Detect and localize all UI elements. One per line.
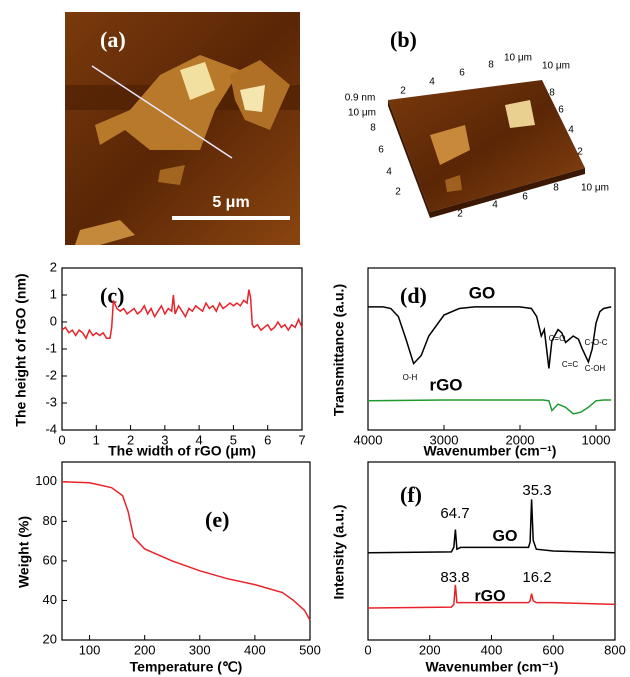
annotation: C=C xyxy=(562,360,578,369)
series-label: rGO xyxy=(429,375,462,394)
x-axis-label: Temperature (℃) xyxy=(130,659,243,675)
series-label: GO xyxy=(469,283,495,302)
afm-axis-label: 8 xyxy=(549,88,555,99)
plot-frame xyxy=(62,268,302,430)
panel-label: (b) xyxy=(390,27,417,52)
plot-frame xyxy=(62,462,310,640)
afm-axis-label: 2 xyxy=(457,209,463,220)
y-axis-label: Intensity (a.u.) xyxy=(331,505,347,600)
y-tick-label: -1 xyxy=(45,340,57,355)
annotation: 16.2 xyxy=(522,569,551,586)
panel-label: (a) xyxy=(100,27,126,52)
y-tick-label: 1 xyxy=(50,286,57,301)
afm-axis-label: 4 xyxy=(429,77,435,88)
data-line xyxy=(368,499,615,552)
afm-axis-label: 10 μm xyxy=(504,53,532,64)
figure: (a) 5 μm (b) 0.9 nm 10 μm 10 μm 10 μm 10 μm 2… xyxy=(0,0,630,677)
x-tick-label: 1000 xyxy=(582,432,611,447)
x-tick-label: 0 xyxy=(58,432,65,447)
x-tick-label: 500 xyxy=(299,642,321,657)
y-axis-label: Transmittance (a.u.) xyxy=(331,284,347,416)
afm-axis-label: 10 μm xyxy=(542,61,570,72)
y-tick-label: 20 xyxy=(43,631,57,646)
y-tick-label: -3 xyxy=(45,394,57,409)
panel-label: (f) xyxy=(400,482,422,507)
afm-axis-label: 10 μm xyxy=(581,183,609,194)
x-tick-label: 400 xyxy=(244,642,266,657)
x-tick-label: 100 xyxy=(79,642,101,657)
afm-axis-label: 6 xyxy=(378,145,384,156)
afm-axis-label: 4 xyxy=(568,125,574,136)
x-tick-label: 200 xyxy=(419,642,441,657)
x-tick-label: 600 xyxy=(542,642,564,657)
y-tick-label: 40 xyxy=(43,592,57,607)
series-label: GO xyxy=(493,528,518,545)
afm-axis-label: 0.9 nm xyxy=(345,93,376,104)
annotation: C-OH xyxy=(585,364,606,373)
panel-label: (d) xyxy=(400,283,427,308)
panel-label: (c) xyxy=(100,283,124,308)
annotation: 83.8 xyxy=(440,569,469,586)
x-tick-label: 800 xyxy=(604,642,626,657)
afm-axis-label: 4 xyxy=(386,167,392,178)
annotation: 35.3 xyxy=(522,482,551,499)
afm-axis-label: 8 xyxy=(370,123,376,134)
x-axis-label: Wavenumber (cm⁻¹) xyxy=(424,443,557,459)
data-line xyxy=(62,482,310,620)
afm-axis-label: 2 xyxy=(400,86,406,97)
x-tick-label: 1 xyxy=(93,432,100,447)
afm-axis-label: 2 xyxy=(395,187,401,198)
x-axis-label: The width of rGO (μm) xyxy=(108,443,256,459)
annotation: C=O xyxy=(549,334,566,343)
y-tick-label: 0 xyxy=(50,313,57,328)
annotation: C-O-C xyxy=(584,338,607,347)
x-axis-label: Wavenumber (cm⁻¹) xyxy=(426,659,559,675)
y-axis-label: The height of rGO (nm) xyxy=(13,273,29,426)
y-tick-label: 100 xyxy=(35,473,57,488)
afm-axis-label: 4 xyxy=(492,200,498,211)
afm-axis-label: 6 xyxy=(558,105,564,116)
y-tick-label: 2 xyxy=(50,259,57,274)
annotation: 64.7 xyxy=(440,505,469,522)
scale-bar-label: 5 μm xyxy=(212,194,249,211)
x-tick-label: 4000 xyxy=(354,432,383,447)
x-tick-label: 300 xyxy=(189,642,211,657)
x-tick-label: 7 xyxy=(298,432,305,447)
afm-axis-label: 6 xyxy=(522,192,528,203)
afm-axis-label: 2 xyxy=(577,147,583,158)
series-label: rGO xyxy=(474,588,505,605)
x-tick-label: 0 xyxy=(364,642,371,657)
afm-axis-label: 10 μm xyxy=(348,108,376,119)
afm-axis-label: 6 xyxy=(459,68,465,79)
panel-label: (e) xyxy=(205,507,229,532)
annotation: O-H xyxy=(403,373,418,382)
y-tick-label: -2 xyxy=(45,367,57,382)
y-tick-label: 60 xyxy=(43,552,57,567)
y-axis-label: Weight (%) xyxy=(16,516,32,588)
y-tick-label: 80 xyxy=(43,513,57,528)
afm-axis-label: 8 xyxy=(553,183,559,194)
data-line xyxy=(62,290,302,339)
data-line xyxy=(368,400,611,414)
afm-image: (a) 5 μm xyxy=(65,12,300,245)
afm-axis-label: 8 xyxy=(488,60,494,71)
x-tick-label: 6 xyxy=(264,432,271,447)
y-tick-label: -4 xyxy=(45,421,57,436)
x-tick-label: 200 xyxy=(134,642,156,657)
x-tick-label: 400 xyxy=(481,642,503,657)
